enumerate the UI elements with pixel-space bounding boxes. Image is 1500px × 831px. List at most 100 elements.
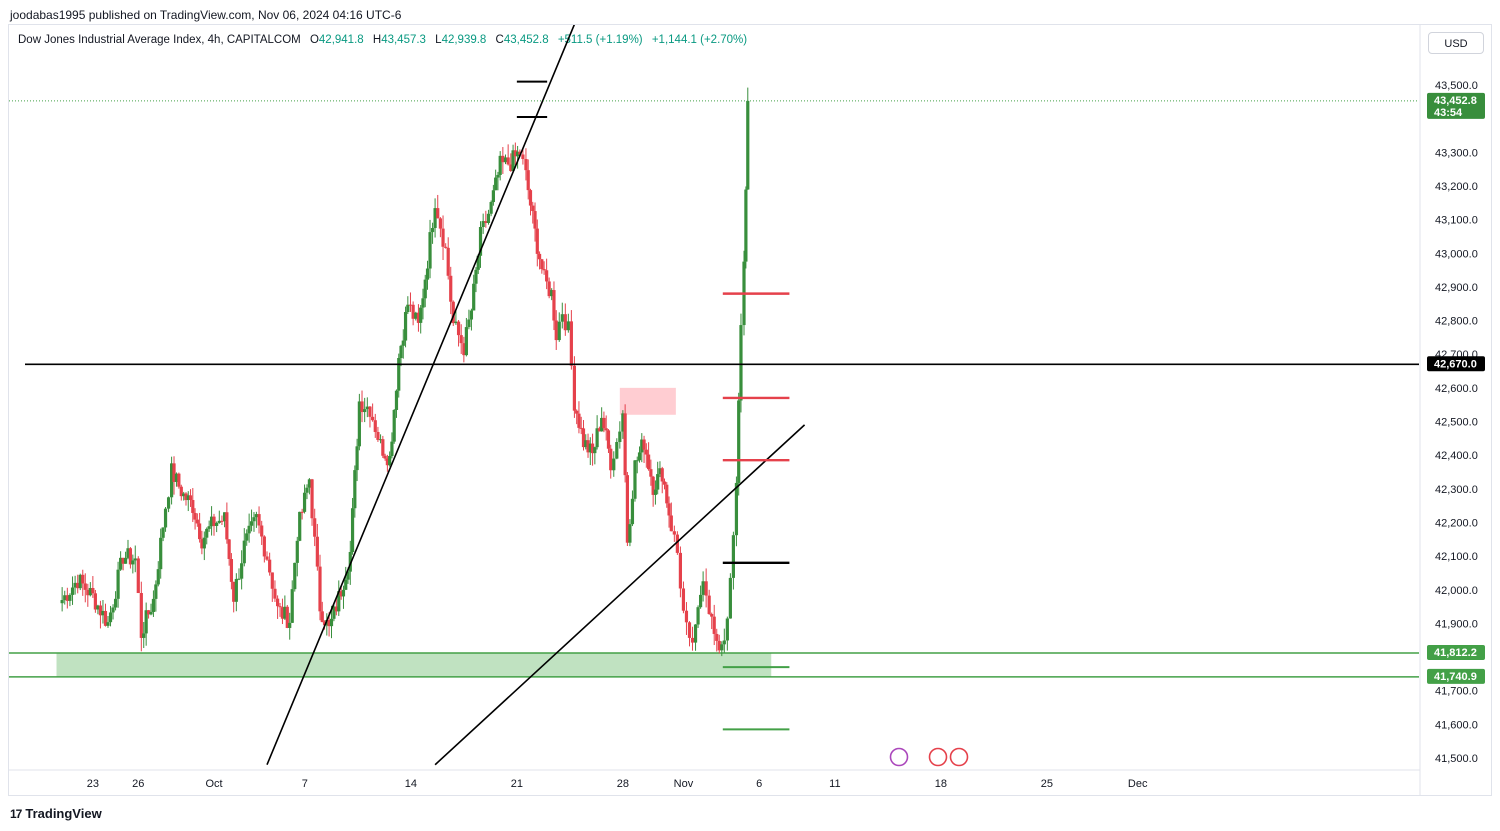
candle-body	[572, 365, 576, 411]
candle-body	[209, 516, 214, 527]
x-tick-label: 14	[405, 778, 417, 790]
tradingview-brand[interactable]: 17 TradingView	[10, 806, 102, 821]
candle-body	[334, 606, 338, 612]
candle-body	[438, 218, 442, 229]
candle-body	[257, 514, 261, 526]
candle-body	[618, 431, 622, 442]
candle-body	[341, 589, 346, 597]
x-tick-label: 25	[1041, 778, 1053, 790]
candle-body	[262, 536, 266, 557]
close-label: C	[495, 34, 504, 46]
candle-body	[353, 470, 357, 509]
x-tick-label: 28	[617, 778, 629, 790]
candle-body	[449, 275, 453, 302]
candle-body	[604, 428, 608, 431]
candle-body	[494, 177, 498, 191]
candle-body	[554, 320, 558, 341]
candle-body	[644, 449, 648, 455]
candle-body	[81, 574, 85, 584]
candle-body	[217, 520, 221, 523]
candle-body	[511, 150, 515, 171]
candle-body	[383, 455, 387, 459]
candle-body	[704, 581, 708, 596]
candle-body	[647, 454, 651, 470]
candle-body	[76, 582, 80, 589]
price-tag-bg	[1427, 668, 1485, 684]
candle-body	[531, 205, 535, 212]
candle-body	[337, 591, 341, 612]
candle-body	[501, 155, 505, 163]
candle-body	[628, 524, 632, 543]
candle-body	[707, 595, 711, 614]
y-tick-label: 43,300.0	[1435, 147, 1478, 159]
y-tick-label: 42,800.0	[1435, 316, 1478, 328]
x-tick-label: 7	[302, 778, 308, 790]
candle-body	[128, 548, 133, 565]
candle-body	[698, 594, 703, 608]
candle-body	[486, 213, 491, 223]
candle-body	[207, 526, 211, 529]
candle-body	[397, 358, 401, 391]
currency-button[interactable]: USD	[1428, 32, 1484, 54]
y-tick-label: 41,900.0	[1435, 618, 1478, 630]
candle-body	[298, 511, 302, 541]
candle-body	[232, 581, 236, 602]
candle-body	[223, 512, 227, 522]
candle-body	[441, 228, 445, 247]
candle-body	[278, 606, 282, 608]
x-tick-label: Oct	[205, 778, 222, 790]
candle-body	[411, 304, 415, 319]
candle-body	[693, 624, 698, 643]
candle-body	[388, 456, 392, 466]
candle-body	[535, 228, 539, 254]
candle-body	[744, 189, 748, 262]
candle-body	[600, 417, 604, 432]
x-tick-label: 18	[935, 778, 947, 790]
candle-body	[586, 440, 590, 453]
candle-body	[177, 473, 181, 487]
x-tick-label: 26	[132, 778, 144, 790]
candle-body	[430, 228, 435, 233]
ohlc-legend: Dow Jones Industrial Average Index, 4h, …	[18, 34, 747, 46]
low-label: L	[435, 34, 442, 46]
y-tick-label: 41,500.0	[1435, 753, 1478, 765]
candle-body	[170, 463, 174, 498]
candle-body	[577, 413, 581, 428]
candle-body	[327, 620, 331, 627]
candle-body	[406, 304, 410, 313]
candle-body	[234, 578, 238, 602]
candle-body	[606, 430, 611, 449]
candle-body	[101, 610, 105, 616]
price-tag-label: 41,812.2	[1434, 647, 1477, 659]
candle-body	[106, 622, 110, 626]
candle-body	[612, 458, 616, 471]
candle-body	[265, 556, 269, 560]
candle-body	[159, 537, 163, 570]
candle-body	[154, 584, 158, 599]
candle-body	[103, 610, 108, 626]
candle-body	[451, 301, 455, 324]
candle-body	[151, 598, 156, 612]
trendline-0	[266, 25, 576, 766]
candle-body	[392, 409, 396, 442]
candle-body	[547, 281, 551, 297]
candle-body	[489, 202, 493, 214]
candle-body	[220, 520, 224, 522]
candle-body	[320, 611, 324, 623]
trendline-1	[434, 424, 806, 766]
candle-body	[593, 447, 597, 454]
candle-body	[717, 640, 721, 651]
candle-body	[579, 427, 583, 429]
candle-body	[371, 416, 375, 421]
candle-body	[625, 475, 629, 543]
event-marker-icon	[928, 747, 948, 767]
candle-body	[651, 476, 655, 495]
candle-body	[163, 508, 168, 528]
candle-body	[701, 581, 705, 595]
price-tag-countdown: 43:54	[1434, 107, 1463, 119]
candle-body	[144, 610, 148, 634]
candle-body	[346, 571, 350, 580]
candle-body	[575, 410, 579, 414]
candle-body	[595, 428, 599, 448]
